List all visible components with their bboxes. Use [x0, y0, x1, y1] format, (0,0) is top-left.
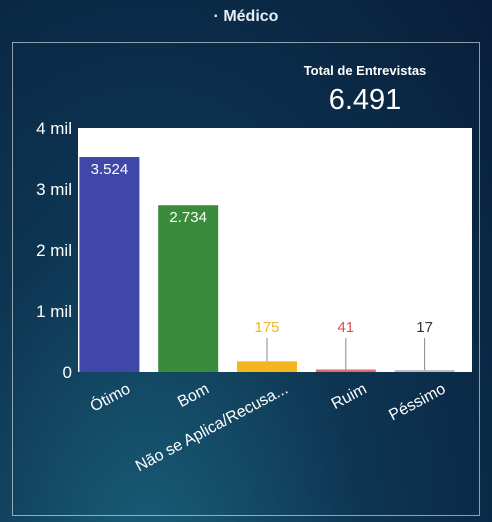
plot-area: [78, 128, 472, 372]
x-tick-label-3: Ruim: [329, 381, 370, 414]
data-label-3: 41: [337, 319, 354, 336]
y-tick-label: 0: [63, 363, 72, 382]
total-interviews-label: Total de Entrevistas: [303, 63, 427, 78]
bar-0[interactable]: [79, 157, 140, 372]
data-label-1: 2.734: [169, 209, 207, 226]
total-interviews-value: 6.491: [328, 84, 402, 116]
bar-3[interactable]: [315, 369, 376, 372]
x-tick-label-0: Ótimo: [87, 379, 134, 416]
x-tick-label-2: Não se Aplica/Recusa...: [133, 381, 291, 476]
data-label-4: 17: [416, 319, 433, 336]
y-tick-label: 1 mil: [36, 302, 72, 321]
y-tick-label: 4 mil: [36, 119, 72, 138]
bar-4[interactable]: [394, 370, 455, 372]
data-label-2: 175: [254, 319, 279, 336]
x-tick-label-1: Bom: [175, 381, 212, 411]
x-tick-label-4: Péssimo: [386, 380, 448, 424]
bar-2[interactable]: [237, 361, 297, 372]
chart-panel: [12, 42, 480, 516]
y-tick-label: 2 mil: [36, 241, 72, 260]
data-label-0: 3.524: [91, 161, 129, 178]
bars: [79, 157, 455, 372]
data-labels: 3.524 2.734 175 41 17: [91, 161, 433, 370]
bar-1[interactable]: [158, 205, 219, 372]
y-tick-label: 3 mil: [36, 180, 72, 199]
y-axis: 0 1 mil 2 mil 3 mil 4 mil: [36, 119, 72, 382]
chart-section-title: · Médico: [213, 8, 279, 25]
